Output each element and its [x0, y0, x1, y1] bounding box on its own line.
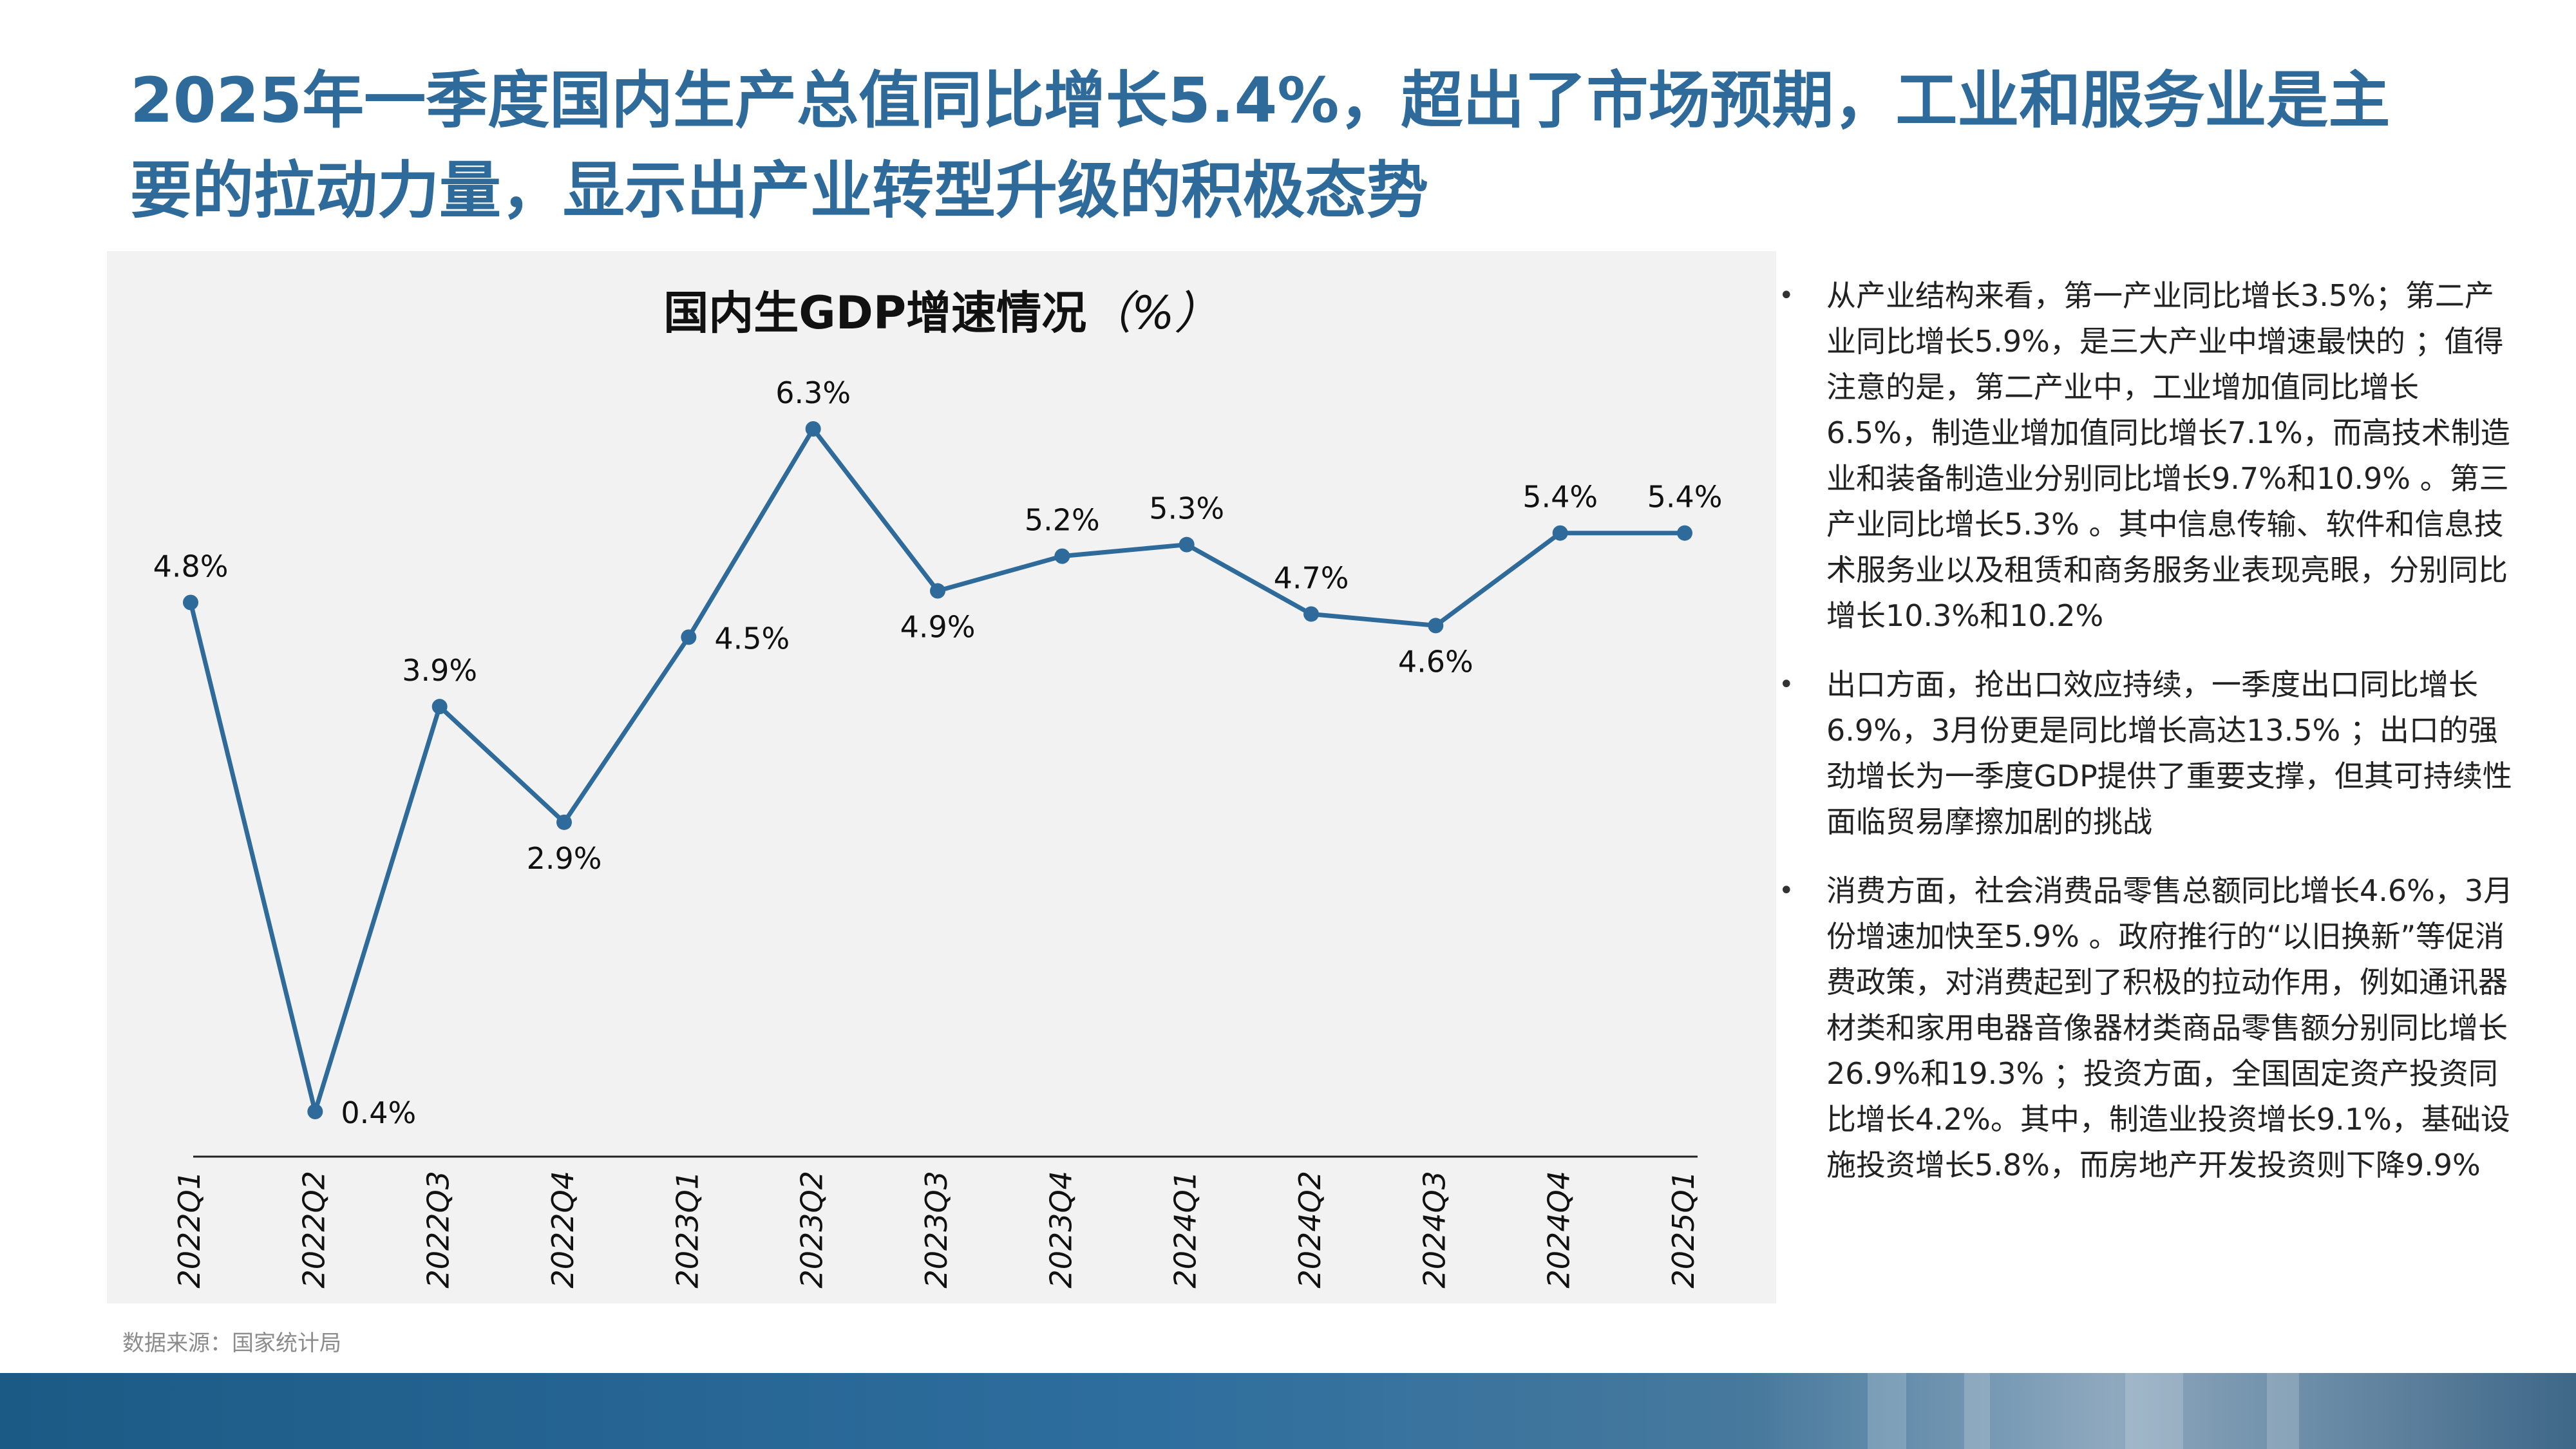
bullet-item: 出口方面，抢出口效应持续，一季度出口同比增长6.9%，3月份更是同比增长高达13… [1779, 662, 2519, 845]
page-title: 2025年一季度国内生产总值同比增长5.4%，超出了市场预期，工业和服务业是主要… [130, 64, 2391, 227]
x-tick-label: 2022Q2 [296, 1171, 331, 1289]
footer-stripe [1868, 1373, 1906, 1449]
data-label: 4.6% [1398, 644, 1473, 679]
footer-band [0, 1373, 2576, 1449]
gdp-line-chart: 4.8% 0.4% 3.9% 2.9% 4.5% 6.3% 4.9% 5.2% 5.3% 4.7%… [153, 375, 1723, 1289]
data-point [1428, 618, 1444, 634]
data-source: 数据来源：国家统计局 [122, 1331, 341, 1356]
bullet-item: 消费方面，社会消费品零售总额同比增长4.6%，3月份增速加快至5.9% 。政府推… [1779, 868, 2519, 1188]
data-label: 6.3% [775, 375, 851, 410]
x-tick-label: 2023Q1 [670, 1171, 705, 1289]
data-point [1677, 525, 1692, 541]
data-point [183, 594, 198, 611]
data-label: 5.4% [1647, 480, 1723, 515]
data-label: 3.9% [402, 653, 477, 688]
chart-title-text: 国内生GDP增速情况 [663, 287, 1087, 339]
bullet-list: 从产业结构来看，第一产业同比增长3.5%；第二产业同比增长5.9%，是三大产业中… [1779, 273, 2519, 1211]
x-tick-label: 2022Q1 [172, 1171, 207, 1289]
x-tick-label: 2024Q2 [1293, 1171, 1327, 1289]
data-label: 0.4% [341, 1095, 416, 1130]
chart-title: 国内生GDP增速情况（%） [107, 281, 1776, 345]
data-point [307, 1104, 323, 1119]
data-point [1552, 525, 1568, 541]
x-tick-label: 2024Q4 [1542, 1171, 1577, 1289]
data-label: 5.3% [1149, 491, 1224, 526]
data-point [556, 814, 572, 830]
data-point [805, 421, 821, 437]
data-point [1179, 536, 1195, 553]
data-label: 4.9% [900, 610, 976, 645]
data-point [431, 699, 448, 715]
series-line [188, 426, 1685, 1114]
x-tick-label: 2024Q1 [1168, 1171, 1203, 1289]
data-label: 5.2% [1025, 503, 1100, 538]
data-point [930, 583, 945, 599]
x-tick-label: 2022Q3 [421, 1171, 456, 1289]
data-label: 4.5% [714, 621, 790, 656]
data-point [1054, 548, 1070, 564]
x-tick-label: 2023Q4 [1043, 1171, 1078, 1289]
x-tick-label: 2024Q3 [1417, 1171, 1452, 1289]
x-tick-label: 2023Q2 [795, 1171, 829, 1289]
data-label: 4.8% [153, 549, 229, 583]
x-tick-label: 2025Q1 [1666, 1171, 1701, 1289]
footer-stripe [2125, 1373, 2183, 1449]
footer-stripe [2267, 1373, 2299, 1449]
x-tick-label: 2023Q3 [919, 1171, 954, 1289]
data-label: 2.9% [527, 841, 602, 876]
gdp-chart-panel: 国内生GDP增速情况（%） 4.8% 0.4% 3.9% 2.9% 4.5% 6.3% 4.… [107, 251, 1776, 1303]
data-point [1303, 606, 1319, 622]
x-tick-label: 2022Q4 [545, 1171, 580, 1289]
data-label: 4.7% [1274, 560, 1349, 595]
footer-stripe [1964, 1373, 1990, 1449]
data-label: 5.4% [1522, 480, 1598, 515]
bullet-item: 从产业结构来看，第一产业同比增长3.5%；第二产业同比增长5.9%，是三大产业中… [1779, 273, 2519, 639]
chart-title-unit: （%） [1086, 287, 1220, 339]
data-point [681, 629, 697, 645]
